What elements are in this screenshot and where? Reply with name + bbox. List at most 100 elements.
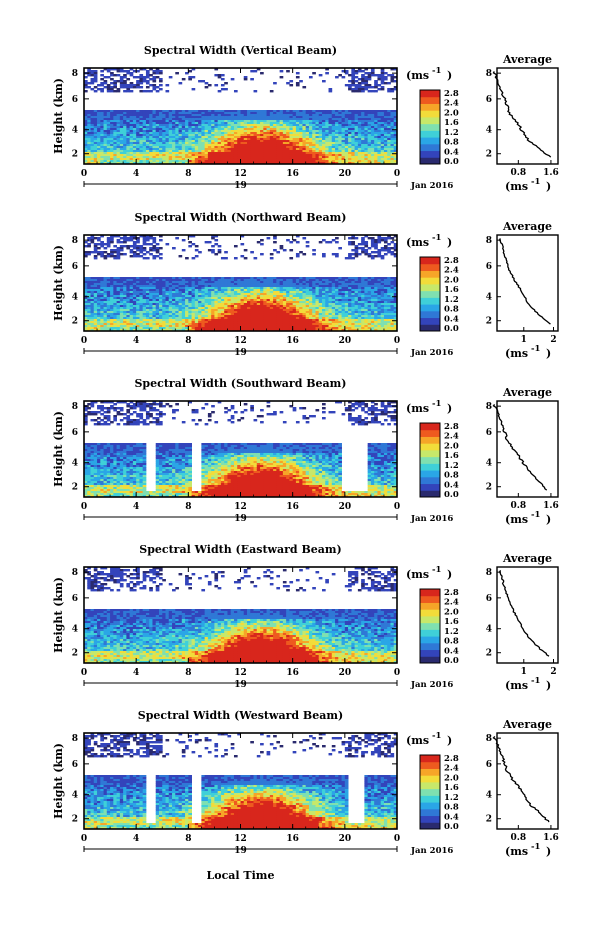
heatmap-cell — [93, 245, 98, 248]
heatmap-cell — [387, 152, 391, 155]
heatmap-cell — [253, 321, 258, 324]
heatmap-cell — [123, 279, 127, 282]
heatmap-cell — [123, 128, 127, 131]
heatmap-cell — [175, 142, 179, 145]
heatmap-cell — [194, 150, 199, 153]
heatmap-cell — [181, 78, 186, 81]
heatmap-cell — [185, 297, 189, 300]
heatmap-cell — [279, 156, 284, 159]
heatmap-cell — [113, 132, 117, 135]
heatmap-cell — [188, 114, 192, 117]
heatmap-cell — [233, 120, 238, 123]
heatmap-cell — [136, 293, 140, 296]
heatmap-cell — [172, 144, 176, 147]
heatmap-cell — [374, 126, 378, 129]
heatmap-cell — [175, 72, 179, 75]
heatmap-cell — [181, 120, 186, 123]
heatmap-cell — [279, 279, 284, 282]
heatmap-cell — [162, 303, 166, 306]
heatmap-cell — [217, 303, 222, 306]
heatmap-cell — [318, 154, 323, 157]
heatmap-cell — [178, 297, 183, 300]
heatmap-cell — [217, 277, 222, 280]
heatmap-cell — [142, 136, 147, 139]
heatmap-cell — [100, 283, 104, 286]
heatmap-cell — [367, 154, 372, 157]
heatmap-cell — [250, 116, 254, 119]
heatmap-cell — [90, 124, 95, 127]
heatmap-cell — [106, 317, 111, 320]
heatmap-cell — [299, 120, 303, 123]
heatmap-cell — [390, 162, 395, 165]
heatmap-cell — [129, 124, 134, 127]
heatmap-cell — [220, 74, 225, 77]
heatmap-cell — [260, 154, 264, 157]
heatmap-cell — [172, 297, 176, 300]
heatmap-cell — [315, 162, 320, 165]
heatmap-cell — [354, 132, 359, 135]
heatmap-cell — [84, 251, 88, 254]
heatmap-cell — [162, 156, 166, 159]
heatmap-cell — [113, 293, 117, 296]
heatmap-cell — [269, 295, 274, 298]
heatmap-cell — [103, 255, 108, 258]
heatmap-cell — [224, 251, 228, 254]
heatmap-cell — [175, 126, 179, 129]
heatmap-cell — [142, 144, 147, 147]
heatmap-cell — [90, 110, 95, 113]
heatmap-cell — [325, 114, 329, 117]
heatmap-cell — [87, 158, 91, 161]
heatmap-cell — [351, 152, 356, 155]
heatmap-cell — [175, 303, 179, 306]
heatmap-cell — [132, 126, 137, 129]
heatmap-cell — [129, 114, 134, 117]
heatmap-cell — [207, 297, 212, 300]
heatmap-cell — [380, 130, 385, 133]
heatmap-cell — [220, 257, 225, 260]
heatmap-cell — [132, 251, 137, 254]
heatmap-cell — [253, 120, 258, 123]
heatmap-cell — [286, 134, 290, 137]
heatmap-cell — [172, 134, 176, 137]
heatmap-cell — [132, 84, 137, 87]
heatmap-cell — [230, 281, 235, 284]
heatmap-cell — [110, 293, 114, 296]
heatmap-cell — [233, 128, 238, 131]
heatmap-cell — [175, 114, 179, 117]
heatmap-cell — [273, 152, 277, 155]
colorbar-tick-label: 0.0 — [444, 157, 459, 167]
heatmap-cell — [273, 82, 277, 85]
heatmap-cell — [87, 128, 91, 131]
heatmap-cell — [230, 154, 235, 157]
heatmap-cell — [312, 128, 316, 131]
heatmap-cell — [273, 323, 277, 326]
heatmap-cell — [269, 299, 274, 302]
heatmap-cell — [188, 309, 192, 312]
heatmap-cell — [377, 138, 382, 141]
heatmap-cell — [185, 283, 189, 286]
heatmap-cell — [240, 114, 245, 117]
heatmap-cell — [116, 116, 121, 119]
heatmap-cell — [188, 303, 192, 306]
heatmap-cell — [103, 152, 108, 155]
heatmap-cell — [341, 148, 346, 151]
heatmap-cell — [282, 277, 287, 280]
heatmap-cell — [217, 150, 222, 153]
heatmap-cell — [100, 243, 104, 246]
heatmap-cell — [282, 136, 287, 139]
heatmap-cell — [247, 279, 251, 282]
heatmap-cell — [126, 120, 131, 123]
heatmap-cell — [276, 156, 281, 159]
heatmap-cell — [282, 152, 287, 155]
heatmap-cell — [100, 313, 104, 316]
heatmap-cell — [230, 277, 235, 280]
heatmap-cell — [292, 293, 297, 296]
heatmap-cell — [390, 78, 395, 81]
heatmap-cell — [370, 146, 375, 149]
heatmap-cell — [165, 289, 170, 292]
heatmap-cell — [214, 253, 219, 256]
heatmap-cell — [266, 144, 271, 147]
heatmap-cell — [227, 321, 232, 324]
heatmap-cell — [106, 160, 111, 163]
heatmap-cell — [142, 293, 147, 296]
